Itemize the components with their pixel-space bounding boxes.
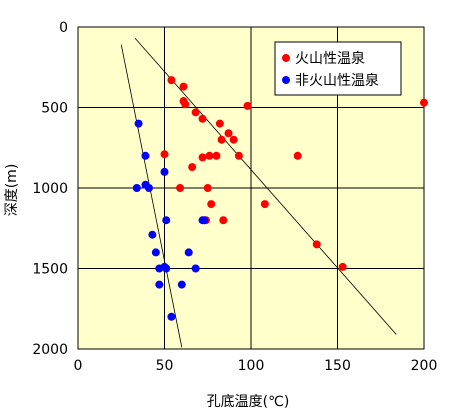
legend: 火山性温泉 非火山性温泉 (274, 41, 402, 96)
y-axis-ticks: 0 500 1000 1500 2000 (32, 20, 68, 358)
point-volcanic (205, 151, 214, 160)
point-non-volcanic (162, 216, 171, 225)
point-non-volcanic (151, 248, 160, 257)
y-axis-title: 深度(m) (4, 164, 20, 217)
y-tick-label: 500 (41, 101, 68, 117)
trend-line (120, 44, 183, 348)
point-volcanic (207, 200, 216, 209)
point-volcanic (191, 108, 200, 117)
trend-line (134, 38, 397, 335)
point-non-volcanic (148, 230, 157, 239)
point-non-volcanic (134, 119, 143, 128)
point-non-volcanic (191, 264, 200, 273)
x-tick-label: 50 (156, 358, 174, 374)
x-axis-title: 孔底温度(℃) (207, 394, 290, 410)
point-non-volcanic (144, 184, 153, 192)
y-tick-label: 1500 (32, 262, 68, 278)
x-axis-ticks: 0 50 100 150 200 (74, 358, 438, 374)
legend-label-non-volcanic: 非火山性温泉 (295, 72, 379, 89)
x-tick-label: 200 (411, 358, 438, 374)
y-tick-label: 0 (59, 20, 68, 36)
trend-lines (120, 38, 397, 348)
point-volcanic (260, 200, 269, 209)
y-tick-label: 2000 (32, 342, 68, 358)
point-volcanic (219, 216, 228, 225)
point-volcanic (198, 114, 207, 123)
point-volcanic (420, 98, 428, 107)
point-non-volcanic (167, 312, 176, 321)
data-points (132, 76, 428, 321)
legend-marker-non-volcanic (282, 76, 290, 84)
x-tick-label: 150 (324, 358, 351, 374)
point-volcanic (229, 135, 238, 144)
legend-label-volcanic: 火山性温泉 (295, 50, 365, 67)
legend-box (274, 41, 402, 96)
x-tick-label: 0 (74, 358, 83, 374)
point-volcanic (212, 151, 221, 160)
point-non-volcanic (162, 264, 171, 273)
point-non-volcanic (160, 167, 169, 176)
point-volcanic (217, 135, 226, 144)
point-volcanic (224, 129, 233, 138)
point-volcanic (179, 82, 188, 91)
point-volcanic (243, 101, 252, 110)
point-non-volcanic (200, 216, 209, 225)
point-volcanic (160, 150, 169, 159)
point-non-volcanic (184, 248, 193, 257)
point-volcanic (188, 163, 197, 172)
point-volcanic (203, 184, 212, 192)
point-volcanic (167, 76, 176, 85)
point-volcanic (338, 262, 347, 271)
x-tick-label: 100 (238, 358, 265, 374)
point-non-volcanic (132, 184, 141, 192)
point-non-volcanic (141, 151, 150, 160)
point-volcanic (312, 240, 321, 249)
point-volcanic (176, 184, 185, 192)
point-volcanic (215, 119, 224, 128)
point-non-volcanic (177, 280, 186, 289)
point-volcanic (293, 151, 302, 160)
point-volcanic (198, 153, 207, 162)
point-volcanic (181, 100, 190, 109)
legend-marker-volcanic (282, 54, 290, 62)
y-tick-label: 1000 (32, 181, 68, 197)
point-volcanic (234, 151, 243, 160)
point-non-volcanic (155, 280, 164, 289)
